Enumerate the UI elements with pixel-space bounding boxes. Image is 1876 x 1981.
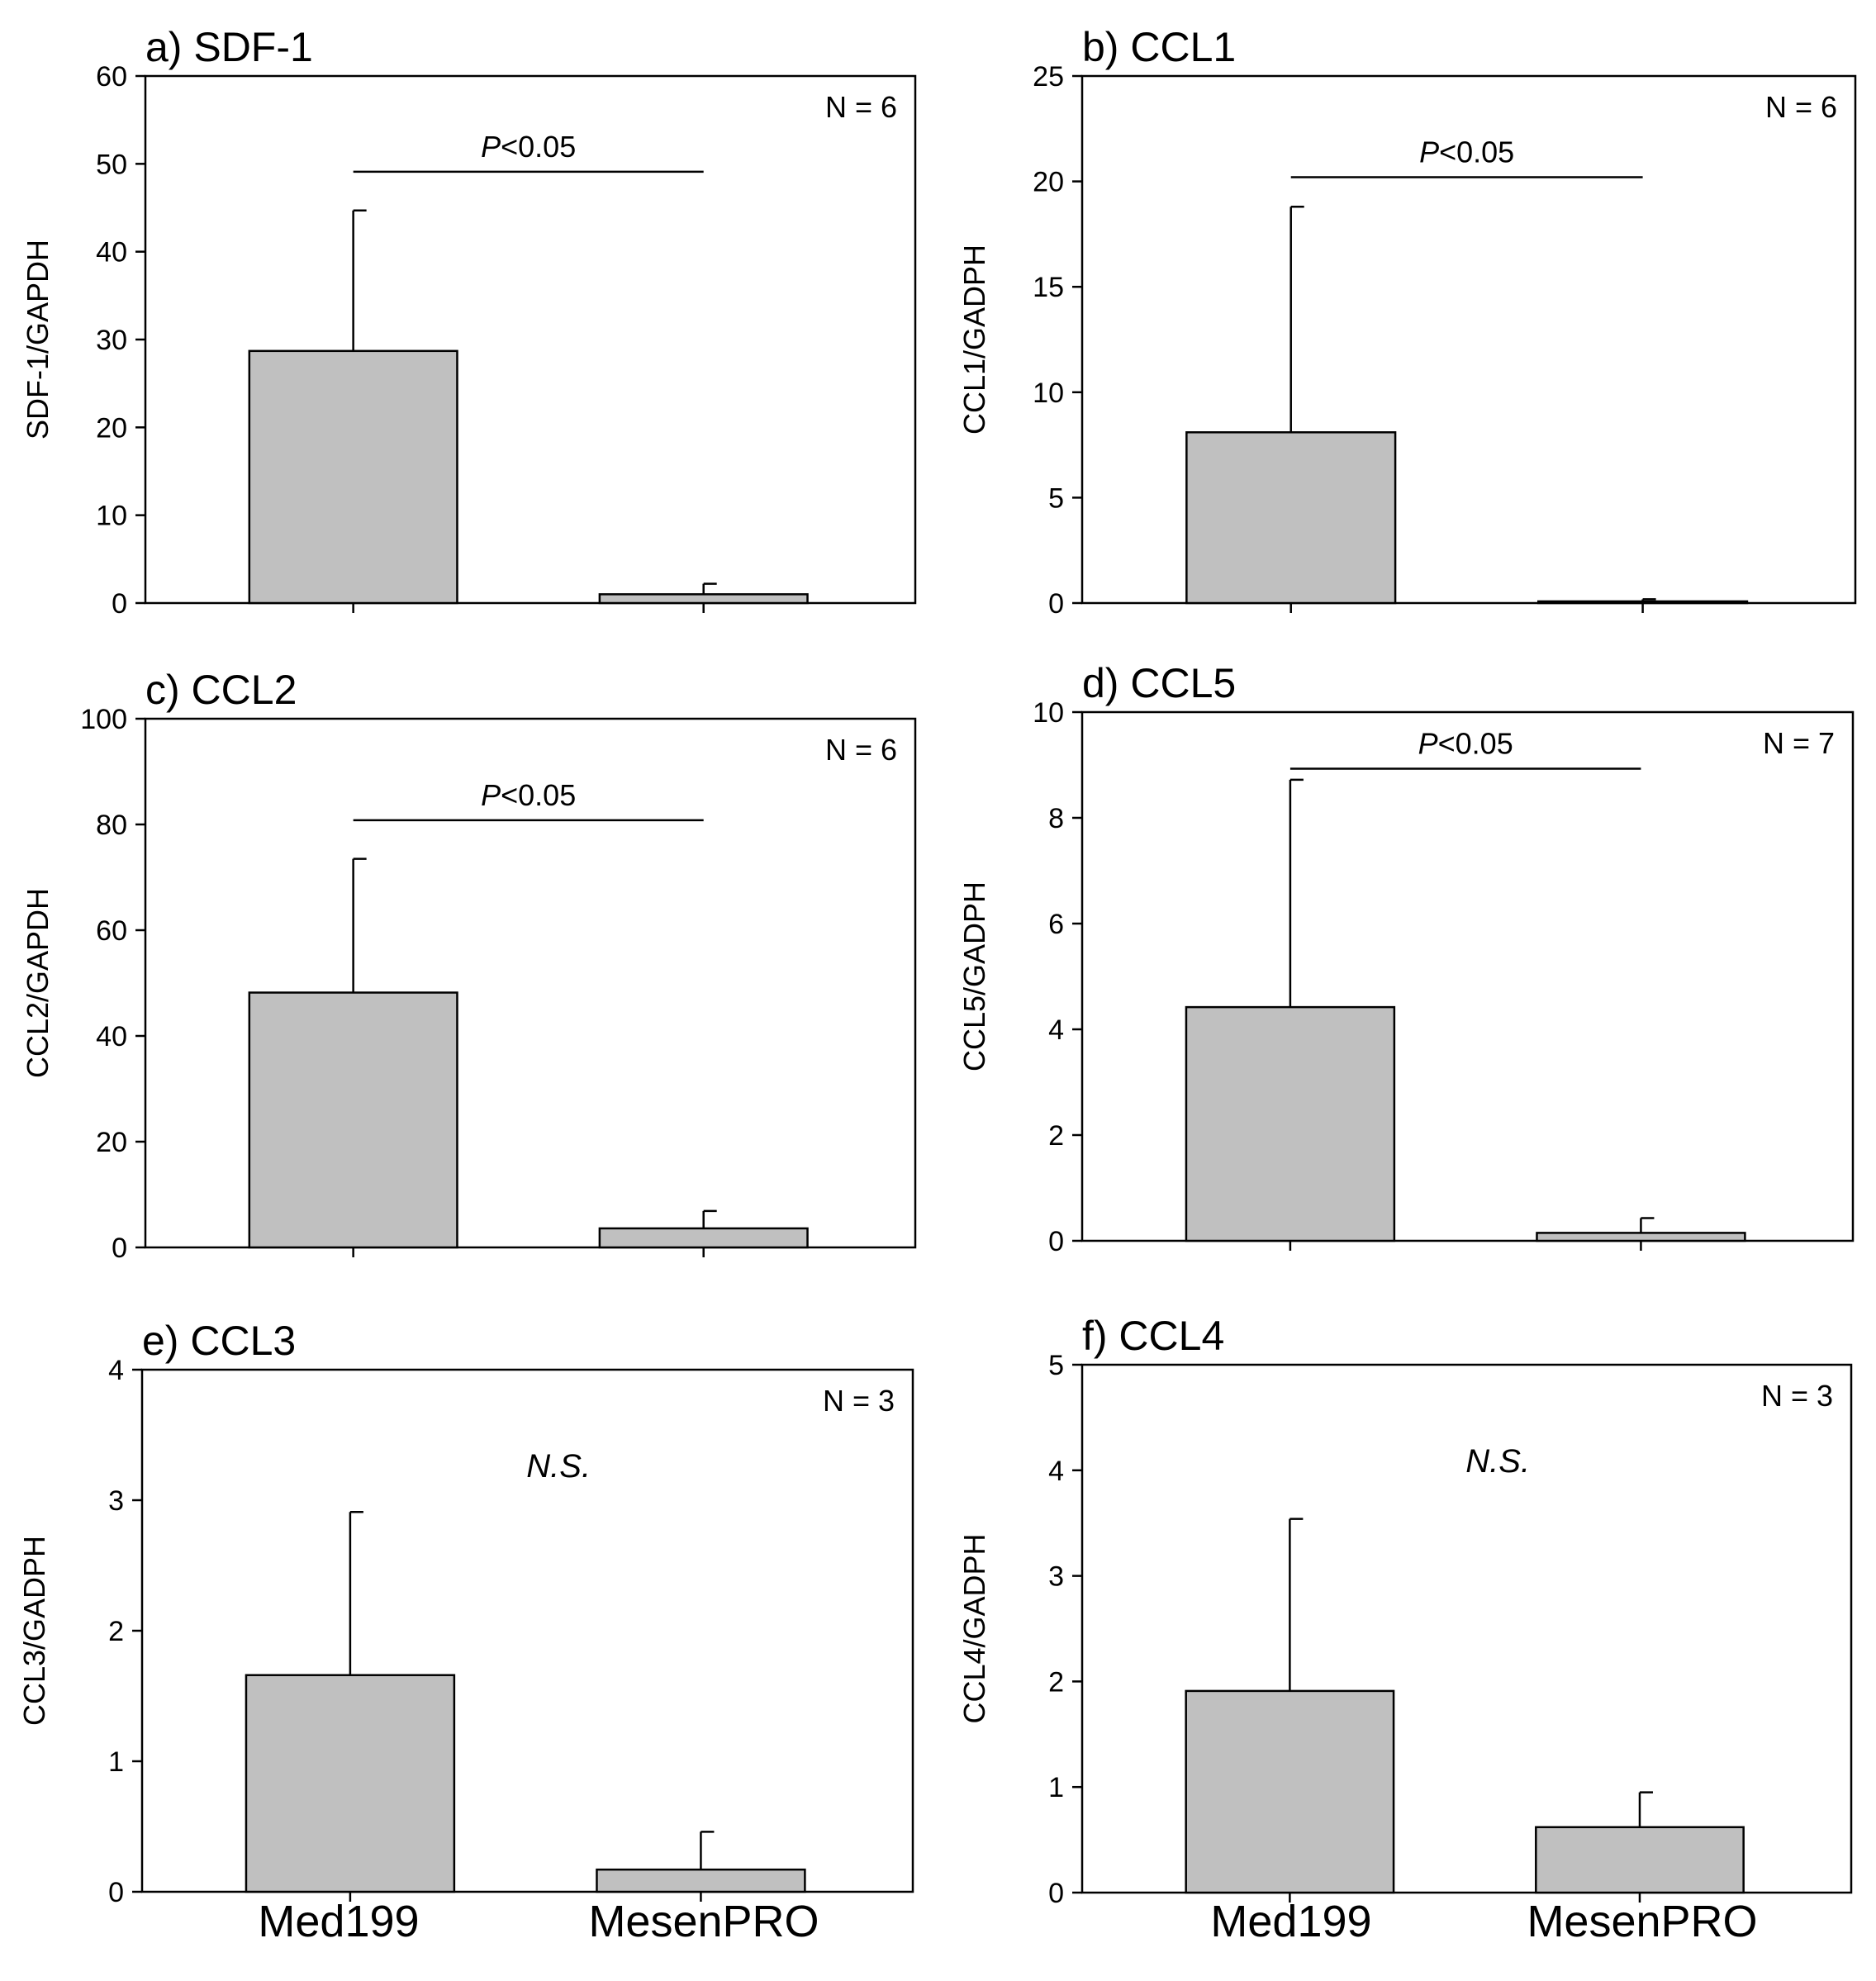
panel-2-ytick-label: 25 [1033, 61, 1064, 93]
panel-3-ytick-label: 40 [96, 1021, 127, 1052]
panel-6-ytick-label: 2 [1048, 1666, 1064, 1698]
panel-5-ytick-label: 2 [108, 1616, 124, 1647]
panel-2-ytick-label: 5 [1048, 482, 1064, 514]
x-category-med199-right: Med199 [1210, 1897, 1372, 1946]
panel-1-ylabel: SDF-1/GAPDH [21, 240, 55, 439]
panel-6-ytick-label: 0 [1048, 1878, 1064, 1909]
panel-1-n-label: N = 6 [825, 90, 897, 124]
panel-2-ylabel: CCL1/GADPH [957, 245, 991, 435]
panel-2-ytick-label: 20 [1033, 167, 1064, 198]
panel-2-title: b) CCL1 [1082, 24, 1236, 70]
panel-4-ytick-label: 2 [1048, 1120, 1064, 1152]
panel-5-ylabel: CCL3/GADPH [17, 1536, 51, 1726]
panel-4-ytick-label: 0 [1048, 1226, 1064, 1257]
panel-4-title: d) CCL5 [1082, 660, 1236, 706]
panel-4-ytick-label: 8 [1048, 803, 1064, 834]
panel-2-p-symbol: P [1419, 135, 1439, 169]
panel-3-p-symbol: P [481, 778, 501, 812]
panel-3-ytick-label: 100 [80, 704, 127, 735]
panel-2-frame [1080, 74, 1857, 605]
panel-2-significance-label: P<0.05 [1419, 135, 1514, 169]
panel-3-significance-label: P<0.05 [481, 778, 576, 812]
panel-3-title: c) CCL2 [145, 667, 297, 713]
panel-4-ytick-label: 6 [1048, 909, 1064, 940]
panel-2-bar-med199 [1185, 431, 1397, 605]
panel-1-ytick-label: 60 [96, 61, 127, 93]
panel-3-bar-mesenpro [598, 1227, 809, 1249]
panel-2-ytick-label: 15 [1033, 272, 1064, 303]
panel-1-title: a) SDF-1 [145, 24, 313, 70]
panel-6-ytick-label: 4 [1048, 1456, 1064, 1487]
panel-1-ytick-label: 10 [96, 501, 127, 532]
panel-6-ytick-label: 1 [1048, 1772, 1064, 1803]
panel-2-n-label: N = 6 [1765, 90, 1837, 124]
x-category-med199: Med199 [258, 1897, 420, 1946]
panel-3-bar-med199 [248, 991, 458, 1249]
panel-2-ytick-label: 0 [1048, 588, 1064, 620]
panel-4-significance-label: P<0.05 [1418, 726, 1513, 760]
panel-3-frame [144, 717, 917, 1249]
panel-1-p-symbol: P [481, 130, 501, 164]
panel-6-bar-mesenpro [1535, 1826, 1745, 1894]
panel-5-ytick-label: 1 [108, 1746, 124, 1778]
panel-2-bar-mesenpro [1536, 600, 1749, 605]
panel-1-bar-mesenpro [598, 593, 809, 605]
panel-4-ytick-label: 10 [1033, 697, 1064, 729]
panel-2-ytick-label: 10 [1033, 378, 1064, 409]
panel-3-ytick-label: 60 [96, 915, 127, 947]
panel-4-ytick-label: 4 [1048, 1014, 1064, 1046]
panel-5-ns-label: N.S. [526, 1448, 591, 1485]
panel-4-p-symbol: P [1418, 726, 1438, 760]
panel-5-bar-mesenpro [596, 1868, 806, 1893]
panel-4-bar-med199 [1185, 1005, 1396, 1242]
panel-3-ytick-label: 80 [96, 810, 127, 841]
panel-6-frame [1080, 1363, 1853, 1894]
panel-6-bar-med199 [1185, 1689, 1395, 1894]
panel-1-significance-label: P<0.05 [481, 130, 576, 164]
panel-4-bar-mesenpro [1536, 1232, 1746, 1242]
panel-1-ytick-label: 20 [96, 412, 127, 444]
panel-5-title: e) CCL3 [142, 1318, 296, 1364]
panel-4-n-label: N = 7 [1763, 726, 1835, 760]
panel-6-title: f) CCL4 [1082, 1313, 1224, 1359]
x-category-mesenpro-right: MesenPRO [1527, 1897, 1758, 1946]
panel-6-ns-label: N.S. [1465, 1443, 1530, 1480]
panel-1-ytick-label: 40 [96, 237, 127, 268]
panel-3-ylabel: CCL2/GAPDH [21, 888, 55, 1078]
panel-6-ytick-label: 5 [1048, 1350, 1064, 1381]
panel-3-n-label: N = 6 [825, 733, 897, 767]
panel-5-n-label: N = 3 [823, 1384, 895, 1418]
panel-6-ytick-label: 3 [1048, 1561, 1064, 1593]
x-category-mesenpro: MesenPRO [588, 1897, 819, 1946]
panel-6-n-label: N = 3 [1761, 1379, 1833, 1413]
panel-3-ytick-label: 20 [96, 1127, 127, 1158]
panel-3-ytick-label: 0 [112, 1233, 127, 1264]
panel-1-ytick-label: 0 [112, 588, 127, 620]
panel-5-ytick-label: 0 [108, 1877, 124, 1908]
panel-6-ylabel: CCL4/GADPH [957, 1533, 991, 1723]
panel-5-ytick-label: 4 [108, 1355, 124, 1386]
panel-4-ylabel: CCL5/GADPH [957, 881, 991, 1071]
panel-1-bar-med199 [248, 349, 458, 605]
panel-1-ytick-label: 50 [96, 149, 127, 180]
panel-5-bar-med199 [245, 1674, 456, 1893]
panel-4-frame [1080, 710, 1855, 1242]
panel-1-ytick-label: 30 [96, 325, 127, 356]
panel-5-ytick-label: 3 [108, 1485, 124, 1517]
